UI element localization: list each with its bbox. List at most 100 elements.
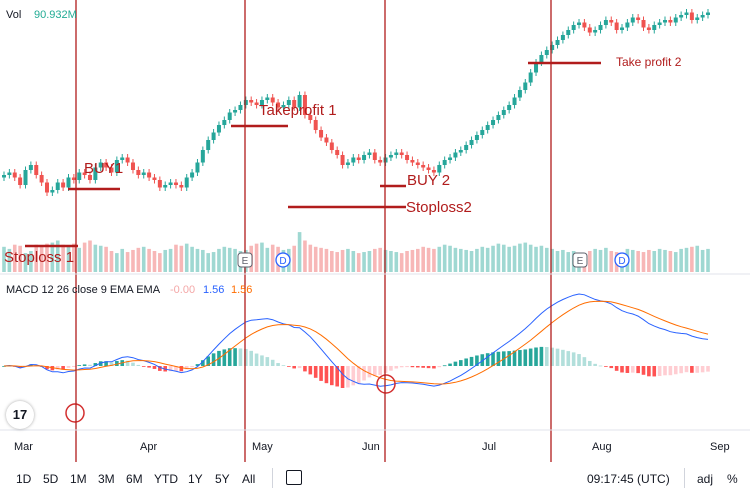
candle-body [7, 172, 12, 175]
x-tick-mar: Mar [14, 441, 33, 453]
macd-hist-bar [577, 354, 581, 366]
volume-bar [609, 251, 614, 272]
volume-bar [270, 244, 275, 272]
volume-bar [561, 249, 565, 272]
volume-bar [168, 248, 173, 272]
calendar-icon[interactable] [286, 470, 302, 485]
range-1m-button[interactable]: 1M [70, 472, 87, 486]
candle-body [609, 20, 614, 23]
event-marker-label: D [279, 256, 286, 267]
volume-bar [469, 251, 474, 272]
macd-hist-bar [641, 366, 646, 375]
macd-hist-bar [82, 364, 87, 366]
macd-line-value: 1.56 [203, 284, 225, 296]
candle-body [286, 100, 291, 105]
candle-body [93, 167, 98, 180]
volume-bar [45, 243, 49, 272]
x-tick-apr: Apr [140, 441, 158, 453]
candle-body [184, 177, 189, 188]
percent-scale-button[interactable]: % [727, 472, 738, 486]
volume-bar [195, 248, 200, 272]
macd-hist-bar [657, 366, 662, 377]
candle-body [566, 30, 571, 35]
macd-hist-bar [147, 366, 151, 368]
volume-bar [437, 246, 442, 272]
candle-body [308, 115, 313, 120]
macd-hist-bar [265, 357, 270, 366]
crossover-circle [376, 374, 396, 394]
macd-lines [3, 293, 709, 423]
volume-bar [544, 247, 549, 272]
candle-body [598, 25, 603, 30]
volume-bar [77, 247, 82, 272]
macd-hist-bar [222, 349, 227, 366]
macd-hist-bar [587, 360, 592, 366]
macd-hist-bar [72, 366, 76, 367]
candle-body [421, 165, 426, 168]
volume-bar [453, 247, 458, 272]
volume-bar [39, 246, 44, 272]
macd-signal-value: 1.56 [231, 284, 253, 296]
macd-hist-bar [115, 361, 119, 366]
annotation-buy2: BUY 2 [407, 172, 451, 189]
volume-bar [566, 252, 571, 272]
candle-body [71, 177, 76, 180]
macd-hist-bar [561, 349, 565, 366]
volume-bar [432, 248, 436, 272]
event-marker-label: D [618, 256, 625, 267]
candle-body [577, 22, 582, 25]
candle-body [335, 150, 340, 155]
clock-time[interactable]: 09:17:45 (UTC) [587, 472, 670, 486]
candle-body [319, 130, 324, 138]
macd-hist-bar [201, 360, 205, 366]
volume-bar [319, 247, 323, 272]
macd-hist-bar [539, 346, 544, 366]
volume-bar [265, 247, 270, 272]
macd-hist-bar [421, 366, 425, 368]
signal-verticals [75, 0, 552, 462]
candle-body [12, 172, 17, 178]
range-5y-button[interactable]: 5Y [215, 472, 230, 486]
volume-bar [292, 245, 296, 272]
candle-body [39, 175, 44, 183]
range-1d-button[interactable]: 1D [16, 472, 32, 486]
candle-body [426, 167, 431, 170]
macd-line [3, 293, 709, 387]
macd-hist-bar [66, 366, 71, 368]
macd-hist-bar [93, 363, 98, 366]
range-1y-button[interactable]: 1Y [188, 472, 203, 486]
macd-hist-bar [104, 361, 108, 366]
range-ytd-button[interactable]: YTD [154, 472, 178, 486]
tradingview-logo-icon[interactable]: 17 [6, 401, 34, 429]
volume-bar [34, 244, 39, 272]
candle-body [77, 172, 82, 180]
macd-hist-bar [410, 366, 415, 368]
volume-bar [131, 249, 135, 272]
volume-bar [136, 247, 141, 272]
macd-hist-bar [362, 366, 366, 381]
candle-body [388, 155, 393, 158]
macd-hist-bar [448, 363, 452, 366]
macd-hist-bar [668, 366, 673, 376]
adj-toggle-button[interactable]: adj [697, 472, 714, 486]
range-5d-button[interactable]: 5D [43, 472, 59, 486]
macd-hist-bar [45, 366, 49, 370]
macd-hist-bar [426, 366, 431, 369]
volume-bar [389, 251, 393, 272]
range-all-button[interactable]: All [242, 472, 256, 486]
volume-bar [222, 246, 227, 272]
candle-body [571, 25, 576, 30]
macd-hist-bar [340, 366, 345, 388]
range-6m-button[interactable]: 6M [126, 472, 143, 486]
macd-hist-bar [88, 364, 92, 366]
x-tick-sep: Sep [710, 441, 730, 453]
macd-hist-bar [416, 366, 420, 368]
candle-body [168, 182, 173, 185]
volume-bar [598, 249, 603, 272]
macd-hist-bar [211, 353, 216, 366]
volume-bar [636, 251, 640, 272]
macd-hist-bar [367, 366, 372, 378]
macd-hist-bar [206, 356, 211, 366]
range-3m-button[interactable]: 3M [98, 472, 115, 486]
